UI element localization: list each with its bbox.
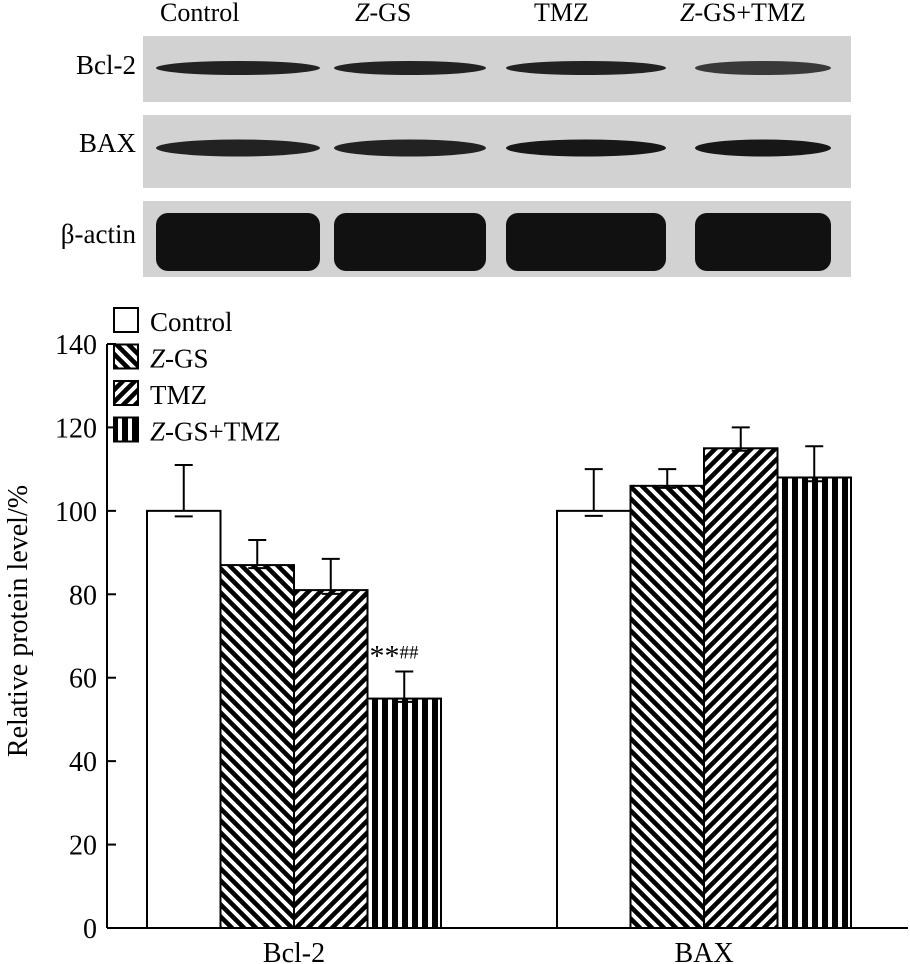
x-category-label: Bcl-2	[263, 938, 325, 964]
lane-label-z-gs: Z-GS	[355, 0, 412, 27]
blot-row-label-bax: BAX	[78, 128, 136, 158]
blot-band-2-0	[156, 213, 320, 271]
bar-bcl2-series-3	[366, 697, 442, 929]
bar-bcl2-series-1	[219, 564, 295, 929]
y-tick-label: 100	[55, 497, 97, 528]
blot-band-0-2	[506, 61, 666, 75]
y-tick-label: 140	[55, 330, 97, 361]
significance-annotation: **##	[370, 639, 420, 672]
y-tick-label: 120	[55, 413, 97, 444]
blot-band-2-2	[506, 213, 666, 271]
bar-bax-series-2	[703, 447, 779, 929]
legend-swatch	[113, 307, 139, 333]
lane-label-z-gs-tmz: Z-GS+TMZ	[680, 0, 806, 27]
legend-swatch	[113, 380, 139, 406]
blot-band-0-3	[695, 61, 831, 75]
y-tick-label: 60	[69, 664, 97, 695]
bar-bax-series-3	[776, 476, 852, 929]
blot-band-1-2	[506, 139, 666, 157]
y-tick-label: 20	[69, 831, 97, 862]
x-category-label: BAX	[674, 938, 733, 964]
legend-label: Control	[150, 307, 233, 337]
legend-label: Z-GS+TMZ	[150, 417, 281, 447]
y-tick-label: 40	[69, 747, 97, 778]
western-blot-image	[143, 36, 851, 277]
bar-bcl2-series-2	[293, 589, 369, 929]
lane-label-control: Control	[160, 0, 240, 27]
bar-bax-series-1	[629, 484, 705, 929]
blot-band-1-0	[156, 139, 320, 157]
blot-row-label-beta-actin: β-actin	[60, 219, 136, 249]
bar-bcl2-series-0	[146, 509, 222, 929]
y-tick-label: 80	[69, 580, 97, 611]
legend-swatch	[113, 343, 139, 370]
y-axis-label: Relative protein level/%	[3, 485, 34, 757]
blot-band-1-3	[695, 139, 831, 157]
legend-label: Z-GS	[150, 344, 209, 374]
legend-swatch	[113, 416, 139, 443]
blot-band-2-1	[334, 213, 486, 271]
y-tick-label: 0	[83, 914, 97, 945]
legend-label: TMZ	[150, 380, 207, 410]
blot-band-0-0	[156, 61, 320, 75]
blot-band-1-1	[334, 139, 486, 157]
lane-label-tmz: TMZ	[534, 0, 589, 27]
blot-band-2-3	[695, 213, 831, 271]
bar-bax-series-0	[556, 509, 632, 929]
blot-row-label-bcl2: Bcl-2	[76, 50, 136, 80]
blot-band-0-1	[334, 61, 486, 75]
